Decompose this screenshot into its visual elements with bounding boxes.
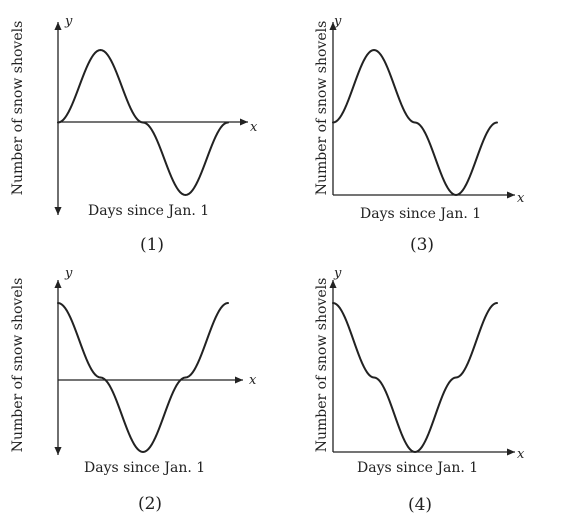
y-axis-label: Number of snow shovels bbox=[314, 278, 330, 453]
graph-caption: (3) bbox=[410, 235, 434, 255]
graph-caption: (4) bbox=[408, 495, 432, 515]
y-axis-label: Number of snow shovels bbox=[314, 21, 330, 196]
y-axis-letter: y bbox=[333, 266, 342, 281]
data-curve bbox=[332, 302, 498, 454]
y-axis-letter: y bbox=[64, 266, 73, 281]
graph-caption: (1) bbox=[140, 235, 164, 255]
x-axis-letter: x bbox=[517, 191, 525, 206]
y-axis-letter: y bbox=[333, 14, 342, 29]
x-axis-label: Days since Jan. 1 bbox=[84, 460, 205, 476]
graph-panel-1: y x Number of snow shovels Days since Jan. … bbox=[10, 14, 258, 255]
data-curve bbox=[57, 302, 229, 454]
graph-caption: (2) bbox=[138, 494, 162, 514]
x-axis-letter: x bbox=[249, 373, 257, 388]
x-axis-label: Days since Jan. 1 bbox=[357, 460, 478, 476]
y-axis-letter: y bbox=[64, 14, 73, 29]
y-axis-label: Number of snow shovels bbox=[10, 278, 26, 453]
graph-panel-2: y x Number of snow shovels Days since Jan. … bbox=[10, 266, 257, 514]
x-axis-label: Days since Jan. 1 bbox=[360, 206, 481, 222]
x-axis-letter: x bbox=[517, 447, 525, 462]
graph-panel-3: y x Number of snow shovels Days since Jan. … bbox=[314, 14, 525, 255]
y-axis-label: Number of snow shovels bbox=[10, 21, 26, 196]
data-curve bbox=[57, 48, 229, 197]
data-curve bbox=[332, 48, 498, 197]
graph-panel-4: y x Number of snow shovels Days since Jan. … bbox=[314, 266, 525, 515]
x-axis-letter: x bbox=[250, 120, 258, 135]
x-axis-label: Days since Jan. 1 bbox=[88, 203, 209, 219]
